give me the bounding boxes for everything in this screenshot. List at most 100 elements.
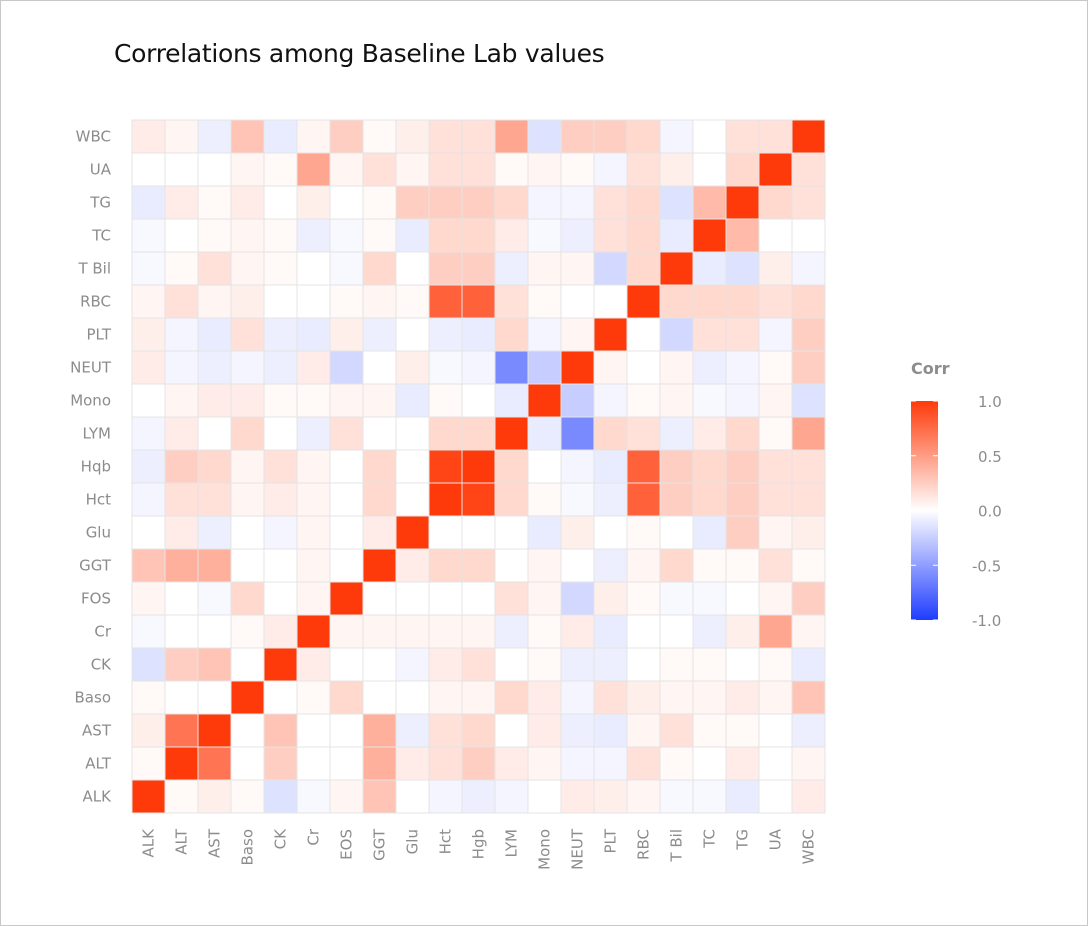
heatmap-cell: [461, 779, 496, 814]
heatmap-cell: [791, 317, 826, 352]
heatmap-cell: [329, 449, 364, 484]
x-tick-label: WBC: [800, 829, 818, 864]
heatmap-cell: [494, 317, 529, 352]
heatmap-cell: [494, 647, 529, 682]
heatmap-cell: [329, 317, 364, 352]
heatmap-cell: [494, 251, 529, 286]
heatmap-cell: [197, 713, 232, 748]
heatmap-cell: [560, 614, 595, 649]
heatmap-cell: [758, 251, 793, 286]
heatmap-cell: [758, 614, 793, 649]
heatmap-cell: [659, 581, 694, 616]
heatmap-cell: [329, 284, 364, 319]
heatmap-cell: [527, 746, 562, 781]
heatmap-cell: [758, 284, 793, 319]
heatmap-cell: [593, 449, 628, 484]
heatmap-cell: [593, 482, 628, 517]
heatmap-cell: [164, 218, 199, 253]
x-tick-label: TG: [734, 829, 752, 851]
heatmap-cell: [725, 713, 760, 748]
heatmap-cell: [725, 515, 760, 550]
heatmap-cell: [527, 647, 562, 682]
heatmap-cell: [692, 152, 727, 187]
heatmap-cell: [296, 713, 331, 748]
heatmap-cell: [527, 614, 562, 649]
heatmap-cell: [659, 713, 694, 748]
heatmap-cell: [164, 152, 199, 187]
heatmap-cell: [428, 449, 463, 484]
heatmap-cell: [197, 779, 232, 814]
heatmap-cell: [296, 317, 331, 352]
heatmap-cell: [362, 581, 397, 616]
heatmap-cell: [263, 614, 298, 649]
heatmap-cell: [527, 680, 562, 715]
heatmap-cell: [263, 284, 298, 319]
heatmap-cell: [263, 713, 298, 748]
heatmap-cell: [263, 416, 298, 451]
heatmap-cell: [527, 581, 562, 616]
heatmap-cell: [560, 581, 595, 616]
heatmap-cell: [725, 680, 760, 715]
heatmap-cell: [626, 548, 661, 583]
heatmap-cell: [329, 581, 364, 616]
heatmap-cell: [395, 581, 430, 616]
heatmap-cell: [626, 383, 661, 418]
heatmap-cell: [230, 317, 265, 352]
heatmap-cell: [758, 746, 793, 781]
heatmap-cell: [164, 680, 199, 715]
heatmap-cell: [263, 119, 298, 154]
x-tick-label: T Bil: [668, 829, 686, 863]
heatmap-cell: [395, 680, 430, 715]
heatmap-cell: [758, 680, 793, 715]
heatmap-cell: [230, 416, 265, 451]
heatmap-cell: [296, 185, 331, 220]
heatmap-cell: [395, 119, 430, 154]
heatmap-cell: [164, 317, 199, 352]
heatmap-cell: [164, 779, 199, 814]
heatmap-cell: [593, 416, 628, 451]
heatmap-cell: [758, 449, 793, 484]
heatmap-cell: [626, 614, 661, 649]
heatmap-cell: [461, 218, 496, 253]
heatmap-cell: [428, 482, 463, 517]
heatmap-cell: [560, 284, 595, 319]
heatmap-cell: [527, 284, 562, 319]
heatmap-cell: [428, 119, 463, 154]
heatmap-cell: [197, 647, 232, 682]
heatmap-cell: [626, 416, 661, 451]
heatmap-cell: [362, 647, 397, 682]
heatmap-cell: [164, 548, 199, 583]
heatmap-cell: [263, 779, 298, 814]
heatmap-cell: [263, 185, 298, 220]
heatmap-cell: [527, 218, 562, 253]
heatmap-cell: [725, 284, 760, 319]
heatmap-cell: [626, 647, 661, 682]
heatmap-cell: [560, 680, 595, 715]
heatmap-cell: [197, 482, 232, 517]
heatmap-cell: [362, 746, 397, 781]
heatmap-cell: [593, 317, 628, 352]
heatmap-cell: [626, 779, 661, 814]
heatmap-cell: [560, 317, 595, 352]
heatmap-cell: [659, 746, 694, 781]
heatmap-cell: [395, 449, 430, 484]
heatmap-cell: [626, 218, 661, 253]
y-tick-label: GGT: [79, 557, 112, 575]
heatmap-cell: [758, 647, 793, 682]
heatmap-cell: [197, 614, 232, 649]
heatmap-cell: [494, 284, 529, 319]
heatmap-cell: [494, 779, 529, 814]
heatmap-cell: [626, 284, 661, 319]
heatmap-cell: [593, 515, 628, 550]
legend-tick-label: 0.5: [978, 448, 1002, 466]
heatmap-cell: [593, 185, 628, 220]
heatmap-cell: [560, 416, 595, 451]
heatmap-cell: [758, 152, 793, 187]
heatmap-cell: [494, 713, 529, 748]
y-tick-label: NEUT: [70, 359, 112, 377]
heatmap-cell: [362, 119, 397, 154]
heatmap-cell: [725, 218, 760, 253]
heatmap-cell: [296, 251, 331, 286]
heatmap-cell: [230, 515, 265, 550]
heatmap-cell: [791, 185, 826, 220]
